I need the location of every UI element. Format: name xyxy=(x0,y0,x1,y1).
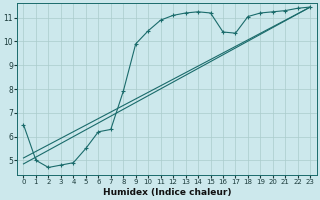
X-axis label: Humidex (Indice chaleur): Humidex (Indice chaleur) xyxy=(103,188,231,197)
